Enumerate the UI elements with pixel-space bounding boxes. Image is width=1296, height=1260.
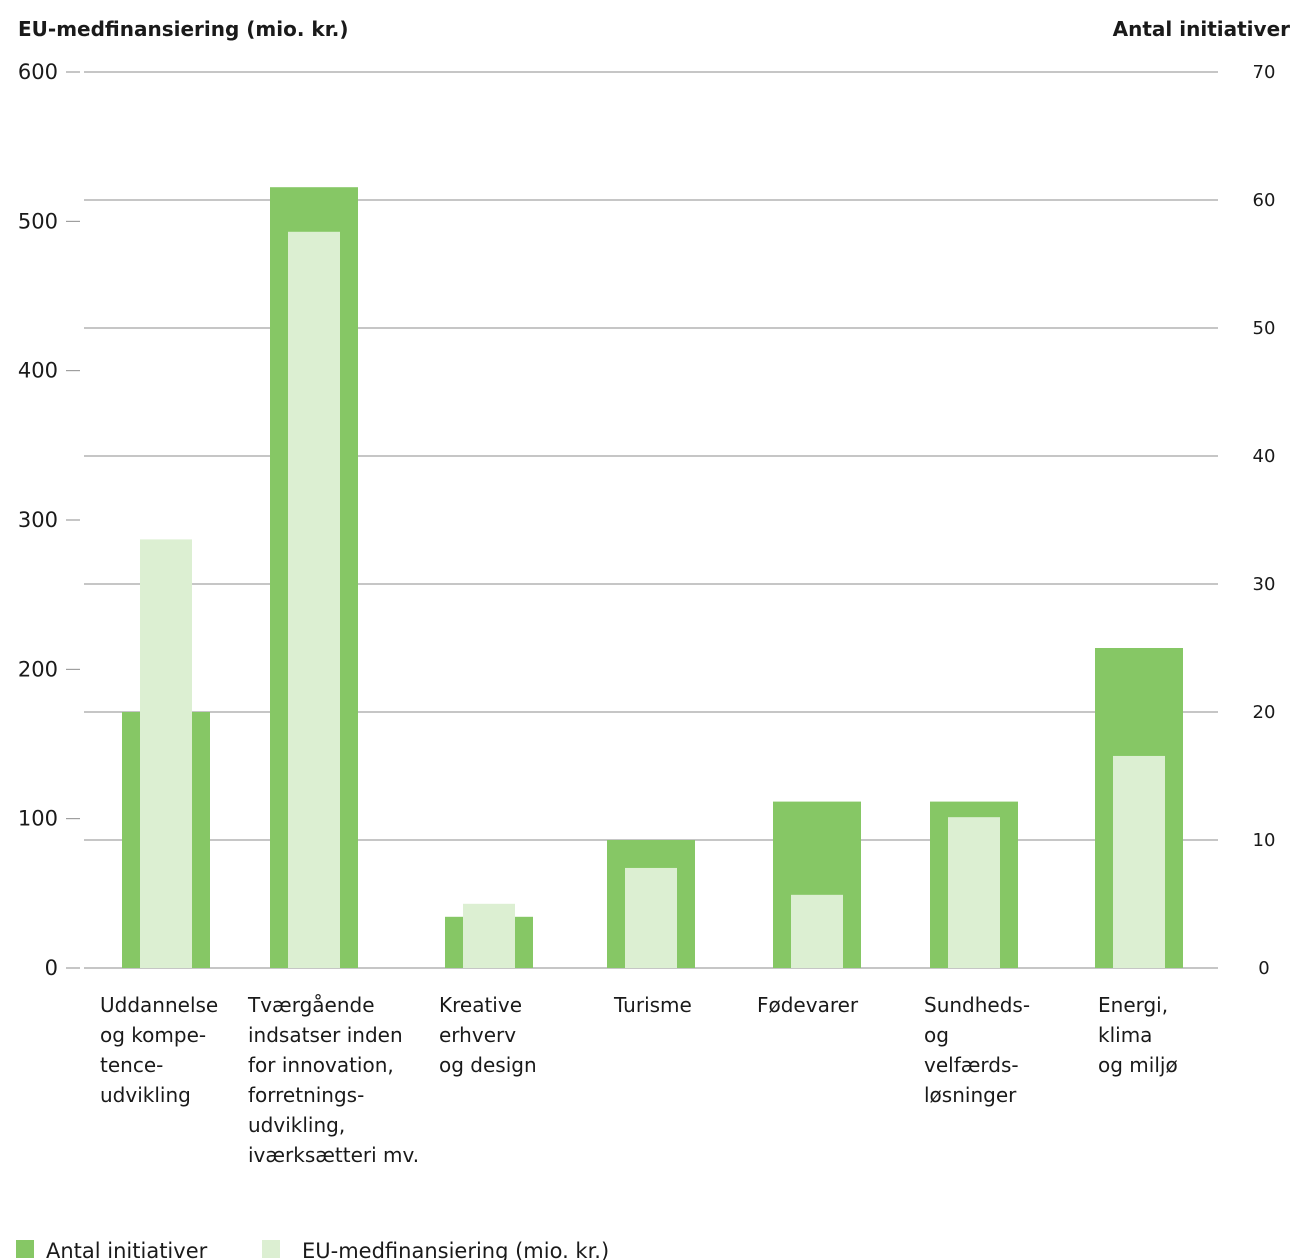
category-label-line: og design	[439, 1053, 537, 1077]
category-label-line: Kreative	[439, 993, 522, 1017]
right-tick-label-2: 20	[1253, 702, 1276, 723]
right-axis-ticks: 0 10 20 30 40 50 60 70	[1253, 62, 1276, 979]
category-label-5: Sundheds-og velfærds-løsninger	[924, 993, 1030, 1107]
category-label-line: Uddannelse	[100, 993, 218, 1017]
category-label-line: erhverv	[439, 1023, 516, 1047]
category-label-line: Fødevarer	[757, 993, 859, 1017]
category-label-line: Sundheds-	[924, 993, 1030, 1017]
category-label-line: og	[924, 1023, 949, 1047]
category-label-0: Uddannelse og kompe-tence-udvikling	[100, 993, 218, 1107]
category-label-line: for innovation,	[248, 1053, 394, 1077]
category-label-line: tence-	[100, 1053, 163, 1077]
legend: Antal initiativer EU-medfinansiering (mi…	[16, 1239, 609, 1260]
category-label-line: indsatser inden	[248, 1023, 403, 1047]
category-label-line: og kompe-	[100, 1023, 206, 1047]
left-tick-label-4: 400	[18, 359, 58, 383]
right-tick-label-0: 0	[1258, 958, 1269, 979]
right-axis-title: Antal initiativer	[1113, 17, 1290, 41]
right-tick-label-5: 50	[1253, 318, 1276, 339]
right-tick-label-4: 40	[1253, 446, 1276, 467]
legend-swatch-antal	[16, 1240, 34, 1258]
bar-eu-6	[1113, 755, 1165, 968]
category-label-line: Turisme	[613, 993, 692, 1017]
bar-eu-4	[791, 894, 843, 968]
category-label-line: Tværgående	[247, 993, 375, 1017]
left-tick-label-0: 0	[45, 956, 58, 980]
gridlines	[84, 71, 1218, 969]
legend-swatch-eu	[262, 1240, 280, 1258]
right-tick-label-7: 70	[1253, 62, 1276, 83]
left-axis-title: EU-medfinansiering (mio. kr.)	[18, 17, 348, 41]
bar-eu-5	[948, 817, 1000, 968]
category-label-line: Energi,	[1098, 993, 1168, 1017]
left-axis-ticks: 0 100 200 300 400 500 600	[18, 60, 80, 980]
category-label-2: Kreative erhverv og design	[439, 993, 537, 1077]
left-tick-label-1: 100	[18, 807, 58, 831]
bars	[122, 187, 1183, 968]
category-labels: Uddannelse og kompe-tence-udvikling Tværgå…	[100, 993, 1178, 1167]
category-label-line: iværksætteri mv.	[248, 1143, 419, 1167]
right-tick-label-3: 30	[1253, 574, 1276, 595]
left-tick-label-3: 300	[18, 508, 58, 532]
right-tick-label-1: 10	[1253, 830, 1276, 851]
bar-eu-3	[625, 867, 677, 968]
category-label-line: forretnings-	[248, 1083, 364, 1107]
category-label-line: og miljø	[1098, 1053, 1178, 1077]
legend-label-eu: EU-medfinansiering (mio. kr.)	[302, 1239, 609, 1260]
bar-eu-2	[463, 903, 515, 968]
bar-eu-1	[288, 231, 340, 968]
left-tick-label-6: 600	[18, 60, 58, 84]
legend-label-antal: Antal initiativer	[46, 1239, 208, 1260]
category-label-line: udvikling,	[248, 1113, 345, 1137]
category-label-line: udvikling	[100, 1083, 191, 1107]
left-tick-label-5: 500	[18, 209, 58, 233]
left-tick-label-2: 200	[18, 657, 58, 681]
category-label-line: velfærds-	[924, 1053, 1019, 1077]
right-tick-label-6: 60	[1253, 190, 1276, 211]
category-label-3: Turisme	[613, 993, 692, 1017]
bar-eu-0	[140, 539, 192, 968]
category-label-6: Energi, klima og miljø	[1098, 993, 1178, 1077]
category-label-line: klima	[1098, 1023, 1152, 1047]
category-label-4: Fødevarer	[757, 993, 859, 1017]
category-label-line: løsninger	[924, 1083, 1017, 1107]
category-label-1: Tværgående indsatser inden for innovation,…	[247, 993, 419, 1167]
